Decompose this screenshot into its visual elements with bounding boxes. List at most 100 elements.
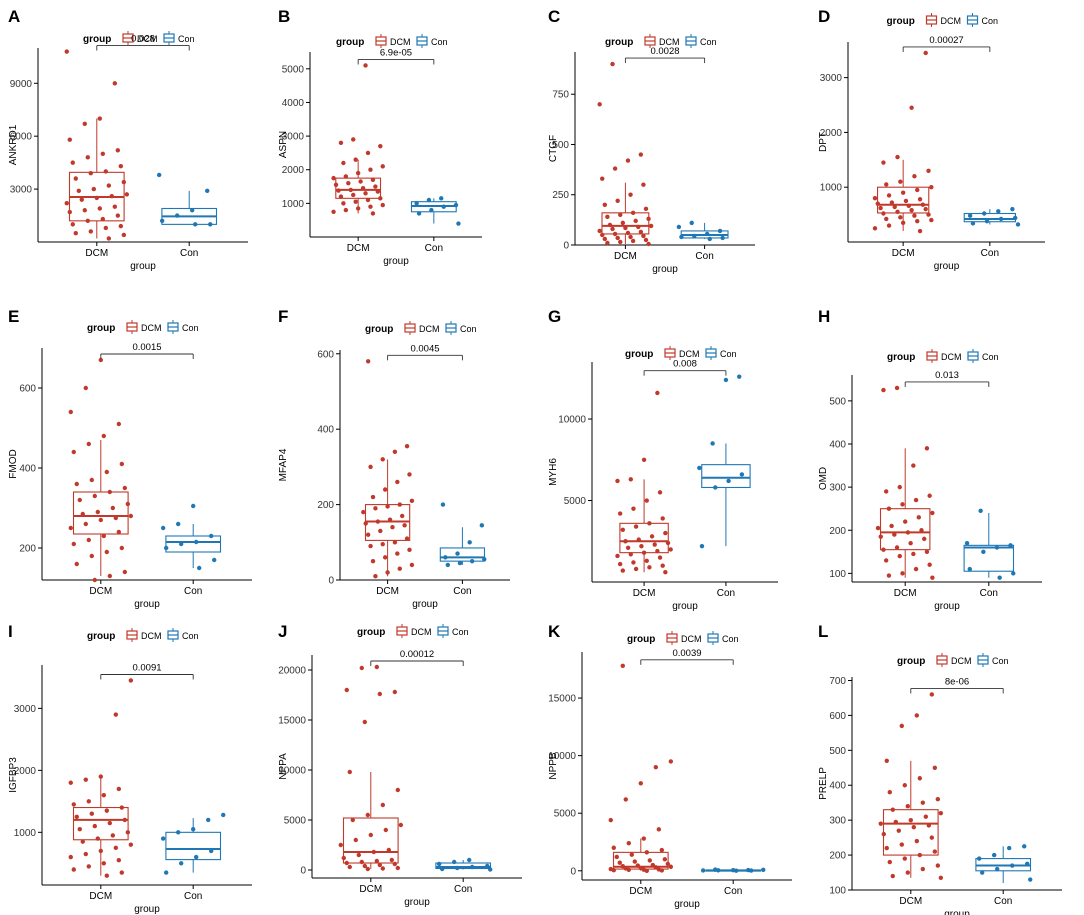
data-point: [351, 137, 356, 142]
data-point: [887, 859, 892, 865]
box-iqr: [335, 177, 382, 199]
data-point: [104, 549, 110, 555]
data-point: [115, 213, 121, 218]
data-point: [893, 819, 898, 825]
data-point: [358, 179, 363, 184]
x-axis-title: group: [404, 897, 430, 908]
data-point: [643, 237, 649, 243]
box-con: [975, 844, 1033, 884]
legend-title: group: [87, 631, 115, 642]
data-point: [380, 866, 386, 871]
data-point: [644, 868, 650, 873]
data-point: [1025, 861, 1030, 867]
data-point: [98, 774, 104, 779]
legend-dcm-icon: [925, 13, 938, 27]
data-point: [392, 449, 398, 455]
y-tick-label: 2000: [14, 766, 37, 777]
data-point: [665, 540, 671, 546]
data-point: [429, 207, 434, 213]
data-point: [370, 494, 376, 500]
data-point: [644, 850, 650, 855]
data-point: [100, 151, 106, 157]
data-point: [348, 187, 353, 193]
box-iqr: [879, 508, 931, 551]
data-point: [908, 540, 913, 546]
data-point: [382, 555, 388, 560]
legend: group DCM Con: [357, 624, 469, 638]
data-point: [878, 821, 883, 826]
y-tick-label: 3000: [14, 704, 37, 715]
legend-dcm-icon: [936, 653, 948, 667]
legend-label-dcm: DCM: [141, 631, 162, 641]
y-tick-label: 15000: [548, 694, 576, 705]
data-point: [898, 215, 903, 220]
data-point: [355, 170, 361, 176]
data-point: [964, 540, 970, 546]
box-dcm: [875, 385, 935, 580]
data-point: [749, 868, 754, 873]
data-point: [890, 807, 895, 812]
data-point: [347, 769, 352, 775]
data-point: [881, 387, 886, 393]
box-iqr: [165, 831, 222, 861]
data-point: [1012, 215, 1018, 221]
data-point: [923, 814, 929, 819]
data-point: [646, 216, 651, 222]
data-point: [919, 528, 924, 533]
data-point: [636, 224, 641, 230]
y-axis-title: MFAP4: [278, 448, 289, 481]
data-point: [71, 541, 76, 547]
data-point: [399, 513, 405, 519]
x-tick-label-dcm: DCM: [894, 588, 917, 599]
data-point: [615, 235, 620, 241]
data-point: [1022, 844, 1027, 849]
p-value-label: 0.00027: [929, 35, 963, 46]
y-tick-label: 0: [563, 241, 569, 252]
data-point: [368, 543, 373, 549]
data-point: [395, 479, 400, 485]
x-tick-label-dcm: DCM: [359, 884, 382, 895]
data-point: [443, 555, 448, 560]
legend: group DCM Con: [627, 631, 739, 645]
data-point: [620, 663, 625, 669]
data-point: [107, 489, 113, 495]
legend-dcm-icon: [926, 349, 938, 363]
legend-title: group: [887, 352, 915, 363]
data-point: [485, 863, 490, 869]
data-point: [938, 810, 944, 816]
data-point: [628, 477, 633, 482]
data-point: [717, 228, 723, 234]
data-point: [353, 157, 358, 162]
data-point: [341, 855, 346, 861]
data-point: [338, 140, 344, 146]
legend: group DCM Con: [365, 321, 477, 335]
data-point: [113, 845, 119, 851]
x-axis-title: group: [672, 601, 698, 612]
box-iqr: [882, 809, 939, 856]
y-tick-label: 750: [552, 90, 569, 101]
data-point: [331, 209, 336, 214]
data-point: [890, 873, 895, 879]
data-point: [106, 236, 112, 241]
x-tick-label-dcm: DCM: [614, 251, 637, 262]
data-point: [911, 463, 916, 468]
legend-con-icon: [966, 13, 979, 27]
data-point: [713, 485, 718, 490]
p-value-label: 0.0039: [672, 648, 701, 659]
data-point: [482, 557, 487, 562]
data-point: [346, 180, 351, 186]
x-tick-label-con: Con: [453, 586, 471, 597]
data-point: [344, 860, 349, 866]
data-point: [92, 493, 97, 499]
data-point: [625, 230, 631, 236]
y-axis-title: OMD: [818, 467, 829, 490]
data-point: [905, 530, 911, 535]
p-value-label: 6.9e-05: [380, 47, 412, 58]
data-point: [86, 864, 91, 869]
y-axis-title: DPT: [818, 132, 829, 152]
data-point: [899, 723, 904, 729]
data-point: [64, 49, 69, 54]
legend-label-con: Con: [720, 349, 737, 359]
data-point: [79, 197, 84, 202]
